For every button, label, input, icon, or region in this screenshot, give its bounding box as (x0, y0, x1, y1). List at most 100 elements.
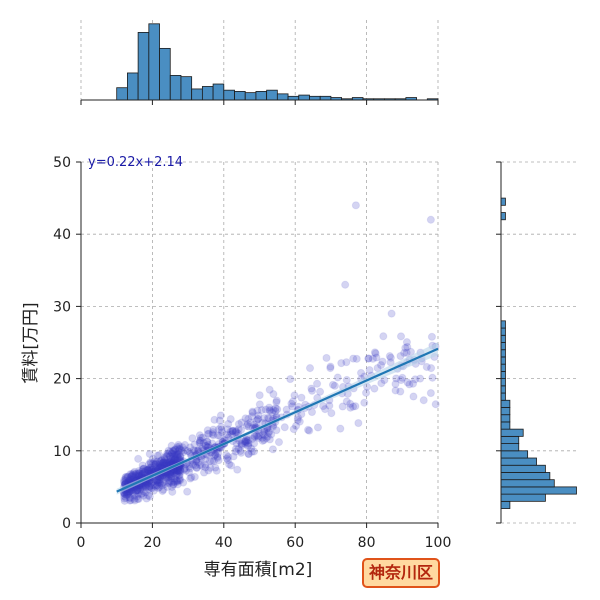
scatter-point (134, 485, 143, 495)
scatter-point (149, 486, 158, 495)
top-histogram-bar (169, 75, 182, 101)
scatter-point (144, 485, 154, 494)
scatter-point (189, 446, 198, 455)
scatter-point (419, 396, 428, 405)
scatter-point (241, 435, 251, 444)
right-histogram-bar (500, 320, 506, 329)
scatter-point (159, 478, 168, 487)
scatter-point (173, 466, 183, 475)
scatter-point (162, 459, 171, 468)
scatter-point (431, 400, 440, 409)
scatter-point (120, 496, 129, 505)
scatter-point (164, 472, 173, 482)
scatter-point (157, 479, 166, 488)
scatter-point (201, 463, 210, 472)
scatter-point (173, 477, 182, 486)
scatter-point (167, 441, 176, 450)
scatter-point (242, 421, 251, 430)
scatter-point (325, 401, 334, 410)
scatter-point (159, 472, 168, 481)
regression-line (116, 347, 439, 493)
scatter-point (174, 471, 184, 480)
scatter-point (260, 413, 269, 423)
scatter-point (131, 469, 141, 478)
scatter-point (149, 459, 158, 468)
scatter-point (173, 480, 182, 489)
scatter-point (287, 399, 296, 408)
scatter-point (165, 447, 175, 456)
scatter-point (134, 494, 143, 504)
scatter-point (234, 419, 243, 429)
scatter-point (173, 453, 182, 462)
scatter-point (241, 439, 250, 448)
scatter-point (156, 457, 165, 466)
scatter-point (247, 444, 256, 453)
scatter-point (201, 441, 210, 450)
scatter-point (198, 433, 207, 442)
y-tick-label: 10 (53, 444, 71, 460)
scatter-point (360, 398, 369, 407)
scatter-point (250, 420, 259, 429)
scatter-point (168, 487, 177, 496)
x-tick-label: 100 (425, 535, 452, 551)
scatter-point (170, 477, 179, 487)
scatter-point (386, 353, 395, 362)
scatter-point (155, 478, 165, 487)
scatter-point (196, 433, 206, 442)
regression-equation: y=0.22x+2.14 (88, 155, 183, 170)
right-histogram-bar (500, 421, 511, 430)
scatter-point (133, 494, 142, 504)
scatter-point (227, 461, 236, 470)
scatter-point (178, 443, 187, 452)
scatter-point (223, 456, 233, 465)
scatter-point (237, 439, 246, 448)
scatter-point (405, 380, 414, 389)
scatter-point (260, 431, 269, 440)
scatter-point (158, 458, 167, 468)
scatter-point (372, 353, 381, 362)
scatter-point (190, 472, 199, 482)
right-histogram-bar (500, 486, 577, 495)
scatter-point (165, 458, 174, 467)
scatter-point (184, 468, 194, 477)
scatter-point (130, 467, 139, 476)
scatter-point (272, 398, 281, 407)
scatter-point (258, 433, 267, 443)
scatter-point (195, 438, 204, 447)
scatter-point (351, 201, 360, 210)
scatter-point (159, 458, 168, 467)
scatter-point (209, 456, 218, 466)
scatter-point (126, 489, 135, 498)
scatter-point (403, 378, 412, 387)
right-histogram-bar (500, 378, 506, 387)
scatter-point (125, 475, 134, 484)
scatter-point (396, 375, 406, 385)
scatter-point (133, 486, 142, 495)
scatter-point (169, 456, 179, 465)
scatter-point (169, 469, 179, 478)
scatter-point (241, 437, 250, 446)
scatter-point (120, 476, 129, 485)
scatter-point (280, 423, 289, 432)
scatter-point (222, 450, 231, 460)
scatter-point (148, 478, 157, 487)
scatter-point (167, 482, 177, 492)
scatter-point (346, 399, 355, 408)
scatter-point (162, 452, 171, 461)
scatter-point (305, 364, 315, 373)
scatter-point (181, 466, 191, 475)
scatter-point (160, 458, 170, 467)
scatter-point (223, 452, 233, 462)
scatter-point (138, 469, 147, 478)
scatter-point (211, 450, 220, 459)
scatter-point (141, 466, 150, 475)
scatter-point (185, 448, 194, 457)
top-histogram-bar (298, 94, 310, 101)
scatter-point (273, 405, 282, 414)
scatter-point (173, 476, 182, 485)
scatter-point (169, 447, 178, 456)
scatter-point (196, 460, 205, 470)
right-histogram-bar (500, 363, 506, 372)
scatter-point (327, 409, 336, 418)
scatter-point (144, 466, 153, 475)
